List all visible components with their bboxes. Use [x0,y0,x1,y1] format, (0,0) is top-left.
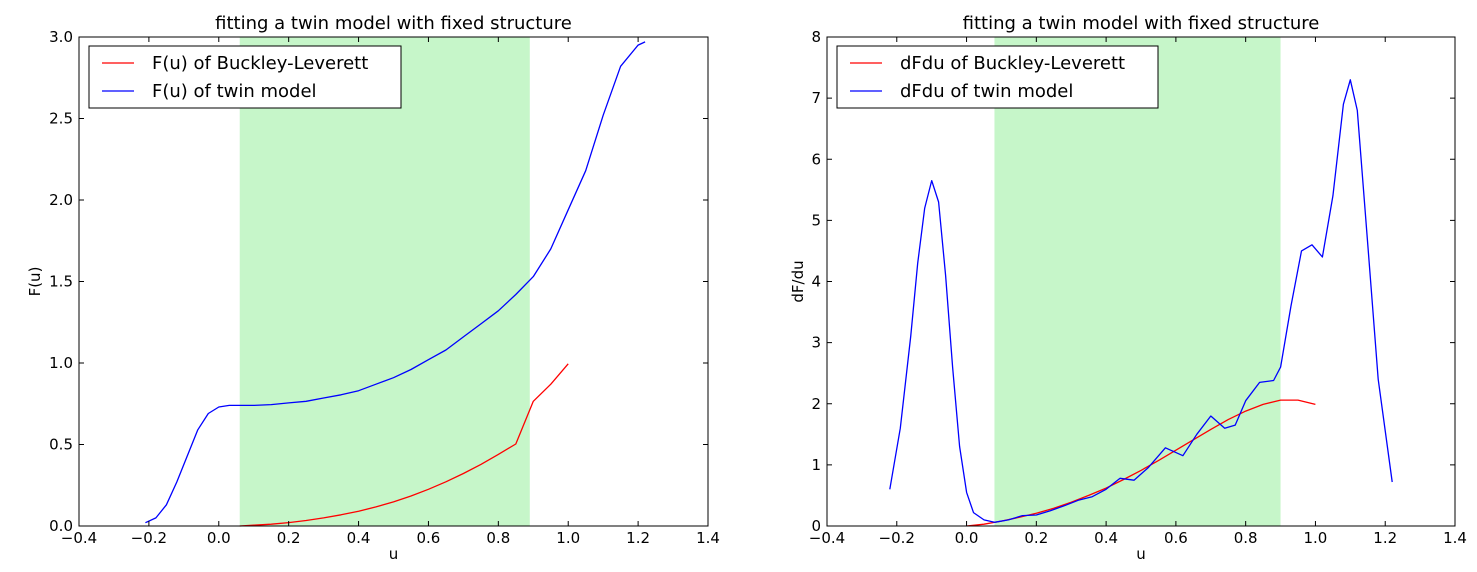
left-legend-box [88,45,402,109]
right-ytick-label: 6 [811,150,821,168]
left-ytick-label: 3.0 [49,28,73,46]
right-xtick-label: 0.2 [1024,529,1048,547]
right-xtick-label: −0.4 [809,529,845,547]
right-xtick-label: 1.2 [1373,529,1397,547]
right-ytick-label: 0 [811,517,821,535]
right-ytick-label: 2 [811,395,821,413]
right-ytick-label: 7 [811,89,821,107]
right-legend: dFdu of Buckley-Leverett dFdu of twin mod… [836,45,1159,109]
right-ytick-label: 5 [811,211,821,229]
left-xtick-label: −0.4 [61,529,97,547]
right-xtick-label: 1.0 [1304,529,1328,547]
right-xtick-label: 0.4 [1094,529,1118,547]
right-x-axis-label: u [1136,545,1146,563]
left-xtick-label: 1.4 [696,529,720,547]
left-ytick-label: 2.5 [49,110,73,128]
left-chart-title: fitting a twin model with fixed structur… [215,13,572,34]
right-ytick-label: 4 [811,273,821,291]
right-chart-title: fitting a twin model with fixed structur… [963,13,1320,34]
left-xtick-label: 0.4 [347,529,371,547]
left-y-axis-label: F(u) [26,267,44,297]
right-xtick-label: 0.0 [955,529,979,547]
right-legend-box [836,45,1159,109]
left-ytick-label: 2.0 [49,191,73,209]
left-series-line-twin-model [145,41,646,524]
left-legend-label: F(u) of Buckley-Leverett [152,53,368,74]
right-y-axis-label: dF/du [789,260,807,302]
left-legend: F(u) of Buckley-Leverett F(u) of twin mod… [88,45,402,109]
left-shaded-fit-region [239,37,530,526]
left-ytick-label: 0.0 [49,517,73,535]
left-chart-panel: −0.4 −0.2 0.0 0.2 0.4 0.6 0.8 1.0 1.2 1.4 0.0 0.5 1.… [26,13,720,563]
left-xtick-label: −0.2 [131,529,167,547]
left-xtick-label: 1.2 [626,529,650,547]
left-xtick-label: 0.6 [417,529,441,547]
left-xtick-label: 0.8 [486,529,510,547]
right-legend-label: dFdu of twin model [900,81,1073,102]
right-xtick-label: 0.6 [1164,529,1188,547]
left-ytick-label: 1.0 [49,354,73,372]
right-ytick-label: 3 [811,334,821,352]
left-legend-label: F(u) of twin model [152,81,317,102]
right-ytick-label: 8 [811,28,821,46]
left-xtick-label: 0.0 [207,529,231,547]
right-xtick-label: 0.8 [1234,529,1258,547]
right-xtick-label: −0.2 [879,529,915,547]
left-ytick-label: 0.5 [49,436,73,454]
left-ytick-label: 1.5 [49,273,73,291]
left-x-axis-label: u [389,545,399,563]
left-xtick-label: 1.0 [556,529,580,547]
left-xtick-label: 0.2 [277,529,301,547]
right-legend-label: dFdu of Buckley-Leverett [900,53,1125,74]
right-chart-panel: −0.4 −0.2 0.0 0.2 0.4 0.6 0.8 1.0 1.2 1.4 0 1 2 3 4 5 6 7… [789,13,1467,563]
right-ytick-label: 1 [811,456,821,474]
right-series-line-twin-model [889,79,1393,523]
right-shaded-fit-region [994,37,1281,526]
left-series-line-buckley-leverett [239,363,569,527]
right-xtick-label: 1.4 [1443,529,1467,547]
